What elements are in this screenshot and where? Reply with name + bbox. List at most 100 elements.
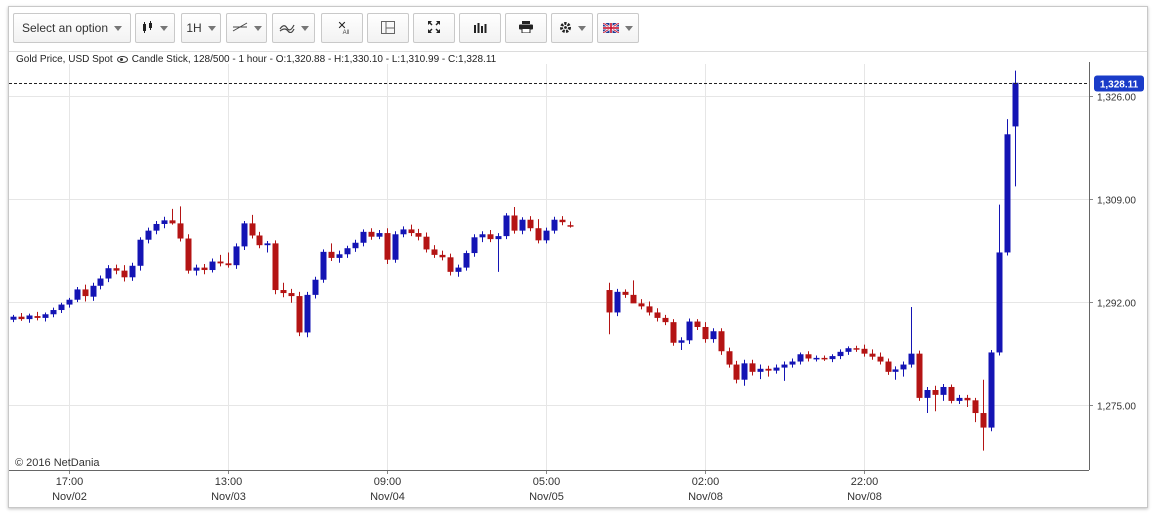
candle-body bbox=[137, 239, 144, 266]
candle-body bbox=[908, 353, 915, 365]
candle-body bbox=[694, 321, 701, 327]
fullscreen-button[interactable] bbox=[413, 13, 455, 43]
x-tick-date-label: Nov/05 bbox=[529, 491, 564, 503]
candle-body bbox=[217, 261, 224, 264]
candle-body bbox=[169, 220, 176, 224]
candle-body bbox=[781, 364, 788, 368]
eye-icon[interactable] bbox=[116, 56, 128, 63]
candle-body bbox=[1012, 82, 1019, 127]
candle-body bbox=[26, 315, 33, 320]
candle-body bbox=[185, 238, 192, 271]
settings-icon bbox=[559, 21, 572, 36]
volume-button[interactable] bbox=[459, 13, 501, 43]
candle-body bbox=[312, 279, 319, 295]
candle-body bbox=[455, 267, 462, 272]
candle-body bbox=[177, 223, 184, 239]
candle-body bbox=[670, 322, 677, 343]
candle-body bbox=[813, 357, 820, 360]
interval-label: 1H bbox=[186, 21, 202, 35]
candle-body bbox=[50, 310, 57, 315]
candle-body bbox=[749, 363, 756, 372]
candle-body bbox=[153, 223, 160, 231]
chevron-down-icon bbox=[114, 25, 123, 31]
candle-body bbox=[90, 285, 97, 297]
x-tick-time-label: 22:00 bbox=[851, 476, 879, 488]
uk-flag-icon bbox=[602, 21, 620, 35]
candle-body bbox=[622, 291, 629, 295]
candle-body bbox=[805, 354, 812, 359]
candle-body bbox=[646, 306, 653, 313]
candle-body bbox=[82, 289, 89, 297]
candle-body bbox=[741, 363, 748, 380]
indicators-button[interactable] bbox=[272, 13, 315, 43]
candle-body bbox=[392, 234, 399, 260]
candle-body bbox=[463, 253, 470, 268]
candle-body bbox=[892, 369, 899, 372]
candle-body bbox=[710, 331, 717, 340]
candle-body bbox=[718, 331, 725, 352]
candle-body bbox=[606, 290, 613, 313]
drawing-tools-icon bbox=[232, 21, 248, 35]
candle-body bbox=[821, 357, 828, 360]
candle-body bbox=[42, 314, 49, 318]
grid-lines bbox=[9, 64, 1089, 470]
candle-body bbox=[940, 386, 947, 395]
candle-body bbox=[511, 215, 518, 231]
candle-body bbox=[861, 348, 868, 354]
candle-body bbox=[877, 356, 884, 362]
y-tick-label: 1,309.00 bbox=[1097, 196, 1136, 207]
candles bbox=[10, 70, 1019, 451]
candle-body bbox=[376, 233, 383, 237]
print-button[interactable] bbox=[505, 13, 547, 43]
drawing-tools-button[interactable] bbox=[226, 13, 267, 43]
clear-all-icon: ✕ bbox=[337, 19, 347, 32]
candle-body bbox=[654, 312, 661, 318]
candle-body bbox=[797, 354, 804, 362]
print-icon bbox=[519, 21, 533, 35]
candle-body bbox=[193, 267, 200, 271]
candle-body bbox=[10, 316, 17, 320]
candle-body bbox=[702, 326, 709, 340]
candle-body bbox=[869, 353, 876, 357]
candle-body bbox=[233, 246, 240, 266]
candle-body bbox=[447, 257, 454, 272]
candle-body bbox=[837, 351, 844, 357]
candle-body bbox=[765, 368, 772, 371]
candle-body bbox=[344, 248, 351, 255]
x-tick-date-label: Nov/03 bbox=[211, 491, 246, 503]
instrument-select[interactable]: Select an option bbox=[13, 13, 131, 43]
candle-body bbox=[113, 268, 120, 271]
candle-body bbox=[423, 236, 430, 250]
candle-body bbox=[980, 413, 987, 428]
x-tick-time-label: 17:00 bbox=[56, 476, 84, 488]
interval-selector[interactable]: 1H bbox=[181, 13, 221, 43]
language-button[interactable] bbox=[597, 13, 639, 43]
candle-body bbox=[924, 390, 931, 398]
candle-body bbox=[479, 234, 486, 238]
candle-body bbox=[932, 390, 939, 395]
chevron-down-icon bbox=[625, 25, 633, 31]
candle-body bbox=[272, 243, 279, 291]
toolbar: Select an option 1H ✕ All bbox=[9, 7, 1147, 52]
layout-button[interactable] bbox=[367, 13, 409, 43]
candle-body bbox=[161, 220, 168, 224]
candle-body bbox=[535, 228, 542, 241]
candle-body bbox=[400, 229, 407, 235]
candle-body bbox=[614, 291, 621, 313]
chart-type-button[interactable] bbox=[135, 13, 175, 43]
candle-body bbox=[495, 236, 502, 240]
chevron-down-icon bbox=[577, 25, 586, 31]
candle-body bbox=[336, 254, 343, 258]
candle-body bbox=[288, 293, 295, 297]
settings-button[interactable] bbox=[551, 13, 593, 43]
y-tick-label: 1,326.00 bbox=[1097, 93, 1136, 104]
candle-body bbox=[74, 289, 81, 300]
candle-body bbox=[630, 294, 637, 304]
instrument-info-bar: Gold Price, USD Spot Candle Stick, 128/5… bbox=[16, 54, 496, 65]
clear-all-button[interactable]: ✕ All bbox=[321, 13, 363, 43]
candle-body bbox=[916, 353, 923, 398]
candle-body bbox=[431, 249, 438, 255]
candle-body bbox=[638, 303, 645, 307]
candle-body bbox=[471, 237, 478, 254]
